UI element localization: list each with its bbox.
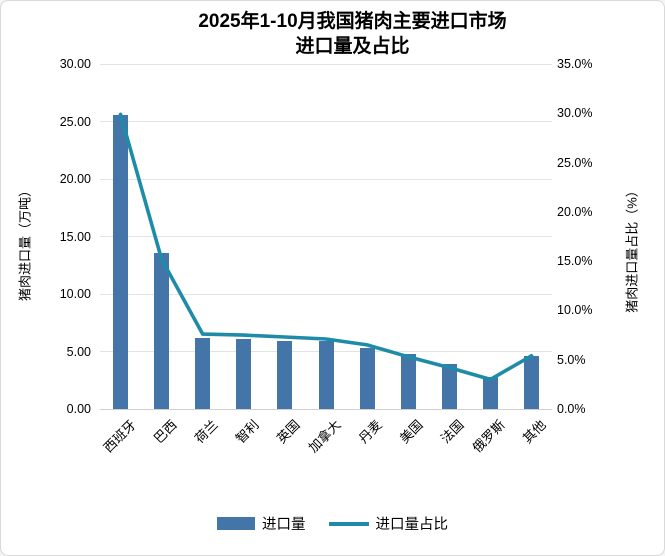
category-label-加拿大: 加拿大: [305, 417, 344, 456]
gridline: [100, 408, 552, 410]
left-axis-tick-label: 30.00: [59, 57, 91, 71]
right-axis-title: 猪肉进口量占比（%）: [624, 184, 640, 313]
category-label-美国: 美国: [396, 417, 426, 447]
gridline: [100, 293, 552, 295]
right-axis-tick-label: 5.0%: [557, 352, 586, 367]
bar-俄罗斯: [482, 376, 498, 409]
bar-荷兰: [195, 337, 211, 409]
category-label-俄罗斯: 俄罗斯: [469, 417, 509, 456]
right-axis-tick-label: 20.0%: [557, 204, 593, 219]
share-line: [118, 112, 534, 382]
right-axis-tick-label: 10.0%: [557, 303, 593, 318]
legend: 进口量 进口量占比: [1, 513, 664, 534]
bar-西班牙: [113, 114, 129, 409]
left-axis-tick-label: 5.00: [66, 344, 91, 359]
chart-title-line2: 进口量及占比: [295, 36, 410, 57]
bar-智利: [236, 338, 252, 409]
chart-title-line1: 2025年1-10月我国猪肉主要进口市场: [198, 11, 507, 32]
gridline: [100, 63, 552, 65]
bar-巴西: [154, 252, 170, 409]
share-line-chart: [118, 112, 534, 382]
legend-bar-swatch-icon: [217, 517, 255, 530]
gridline: [100, 121, 552, 122]
right-axis-tick-label: 0.0%: [557, 402, 586, 416]
category-label-法国: 法国: [437, 417, 467, 447]
bar-英国: [277, 341, 293, 409]
left-axis-tick-label: 25.00: [59, 114, 91, 129]
legend-import-share-label: 进口量占比: [375, 517, 449, 533]
chart-title: 2025年1-10月我国猪肉主要进口市场 进口量及占比: [81, 9, 624, 59]
left-axis-tick-label: 20.00: [59, 172, 91, 186]
right-axis-tick-label: 35.0%: [557, 57, 593, 71]
category-label-西班牙: 西班牙: [100, 417, 139, 456]
gridline: [100, 178, 552, 180]
right-axis-tick-label: 15.0%: [557, 254, 593, 269]
bar-法国: [441, 364, 457, 409]
left-axis-tick-label: 0.00: [66, 402, 91, 416]
right-axis-tick-label: 30.0%: [557, 106, 593, 121]
category-label-英国: 英国: [273, 417, 303, 447]
left-axis-tick-label: 15.00: [59, 229, 91, 244]
bar-其他: [523, 356, 539, 409]
gridline: [100, 236, 552, 237]
category-label-巴西: 巴西: [150, 417, 180, 447]
legend-line-swatch-icon: [328, 521, 369, 526]
category-label-荷兰: 荷兰: [191, 417, 221, 447]
category-label-其他: 其他: [520, 417, 550, 447]
category-label-智利: 智利: [232, 417, 262, 447]
plot-area: [100, 63, 552, 410]
bar-丹麦: [359, 348, 375, 409]
right-axis-tick-label: 25.0%: [557, 155, 593, 170]
bar-美国: [400, 353, 416, 409]
bar-加拿大: [318, 341, 334, 409]
category-label-丹麦: 丹麦: [355, 417, 385, 447]
left-axis-tick-label: 10.00: [59, 287, 91, 301]
legend-import-volume-label: 进口量: [262, 517, 306, 533]
left-axis-title: 猪肉进口量（万吨）: [17, 184, 33, 302]
